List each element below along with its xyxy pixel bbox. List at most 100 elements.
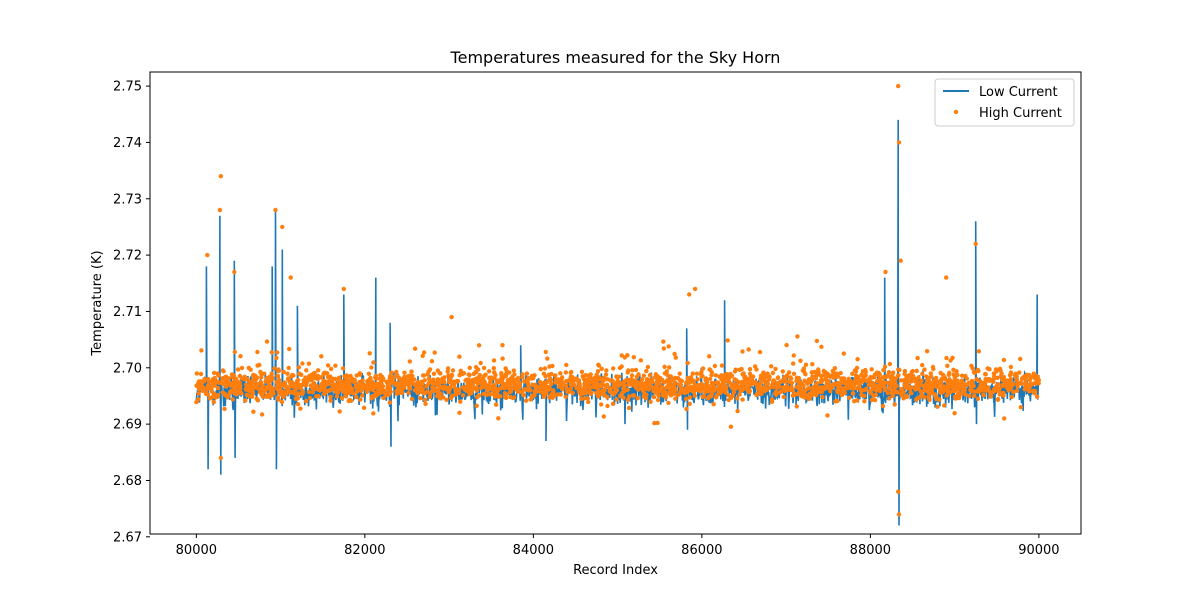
data-point <box>1027 385 1032 390</box>
data-point <box>340 366 346 371</box>
data-point <box>259 382 264 387</box>
data-point <box>583 378 588 384</box>
data-point <box>369 365 374 370</box>
data-point <box>442 384 447 389</box>
data-point <box>449 314 454 320</box>
data-point <box>547 387 552 392</box>
data-point <box>1018 405 1023 410</box>
data-point <box>765 371 770 376</box>
data-point <box>402 378 407 384</box>
data-point <box>859 392 864 398</box>
data-point <box>230 397 235 402</box>
data-point <box>416 380 421 385</box>
data-point <box>655 390 660 395</box>
data-point <box>211 370 217 376</box>
data-point <box>410 373 415 379</box>
data-point <box>387 382 392 387</box>
data-point <box>773 366 778 372</box>
data-point <box>387 376 392 382</box>
data-point <box>445 366 451 371</box>
y-tick-label: 2.72 <box>113 249 142 264</box>
data-point <box>914 368 919 374</box>
data-point <box>315 376 320 382</box>
data-point <box>215 393 221 398</box>
data-point <box>801 383 806 389</box>
data-point <box>296 391 301 396</box>
data-point <box>325 363 331 368</box>
data-point <box>926 396 932 401</box>
data-point <box>816 367 821 372</box>
data-point <box>594 375 600 381</box>
data-point <box>406 390 411 396</box>
data-point <box>496 394 501 399</box>
data-point <box>244 387 249 392</box>
data-point <box>537 388 543 394</box>
data-point <box>951 372 956 377</box>
data-point <box>500 381 505 386</box>
data-point <box>599 366 604 371</box>
data-point <box>1027 389 1032 394</box>
data-point <box>467 372 472 378</box>
data-point <box>269 350 274 355</box>
data-point <box>638 358 643 363</box>
data-point <box>860 369 866 374</box>
data-point <box>464 387 470 392</box>
data-point <box>742 386 748 391</box>
data-point <box>601 414 606 419</box>
data-point <box>639 377 645 382</box>
data-point <box>448 395 454 400</box>
data-point <box>652 420 657 426</box>
data-point <box>605 377 610 382</box>
data-point <box>963 373 968 379</box>
data-point <box>664 385 669 390</box>
data-point <box>484 392 490 397</box>
data-point <box>896 489 901 494</box>
data-point <box>543 374 548 379</box>
data-point <box>662 364 667 369</box>
data-point <box>477 373 482 378</box>
data-point <box>239 365 245 371</box>
data-point <box>703 390 708 395</box>
data-point <box>243 382 249 387</box>
data-point <box>587 390 593 395</box>
data-point <box>292 388 297 393</box>
data-point <box>757 382 762 387</box>
data-point <box>526 380 531 386</box>
data-point <box>595 369 601 374</box>
data-point <box>652 386 657 391</box>
data-point <box>740 349 745 354</box>
data-point <box>235 367 241 372</box>
data-point <box>869 397 875 403</box>
data-point <box>924 349 930 354</box>
data-point <box>854 365 860 371</box>
data-point <box>354 373 359 378</box>
data-point <box>862 399 867 404</box>
y-tick-label: 2.73 <box>113 192 142 207</box>
data-point <box>485 388 490 393</box>
data-point <box>713 373 719 378</box>
data-point <box>1001 393 1006 398</box>
data-point <box>1006 388 1011 393</box>
data-point <box>735 408 740 414</box>
x-tick-label: 88000 <box>850 543 891 558</box>
data-point <box>391 380 396 385</box>
data-point <box>976 368 981 374</box>
data-point <box>819 374 824 379</box>
data-point <box>647 372 653 378</box>
data-point <box>558 371 563 376</box>
data-point <box>956 382 961 387</box>
data-point <box>995 397 1001 402</box>
data-point <box>1014 377 1019 382</box>
data-point <box>747 367 753 372</box>
data-point <box>724 371 729 377</box>
data-point <box>1027 377 1033 383</box>
data-point <box>311 380 316 386</box>
data-point <box>895 390 900 395</box>
data-point <box>760 387 765 393</box>
data-point <box>533 382 538 387</box>
data-point <box>435 368 441 373</box>
data-point <box>991 379 996 384</box>
data-point <box>871 381 876 386</box>
data-point <box>360 383 365 388</box>
data-point <box>673 396 678 401</box>
